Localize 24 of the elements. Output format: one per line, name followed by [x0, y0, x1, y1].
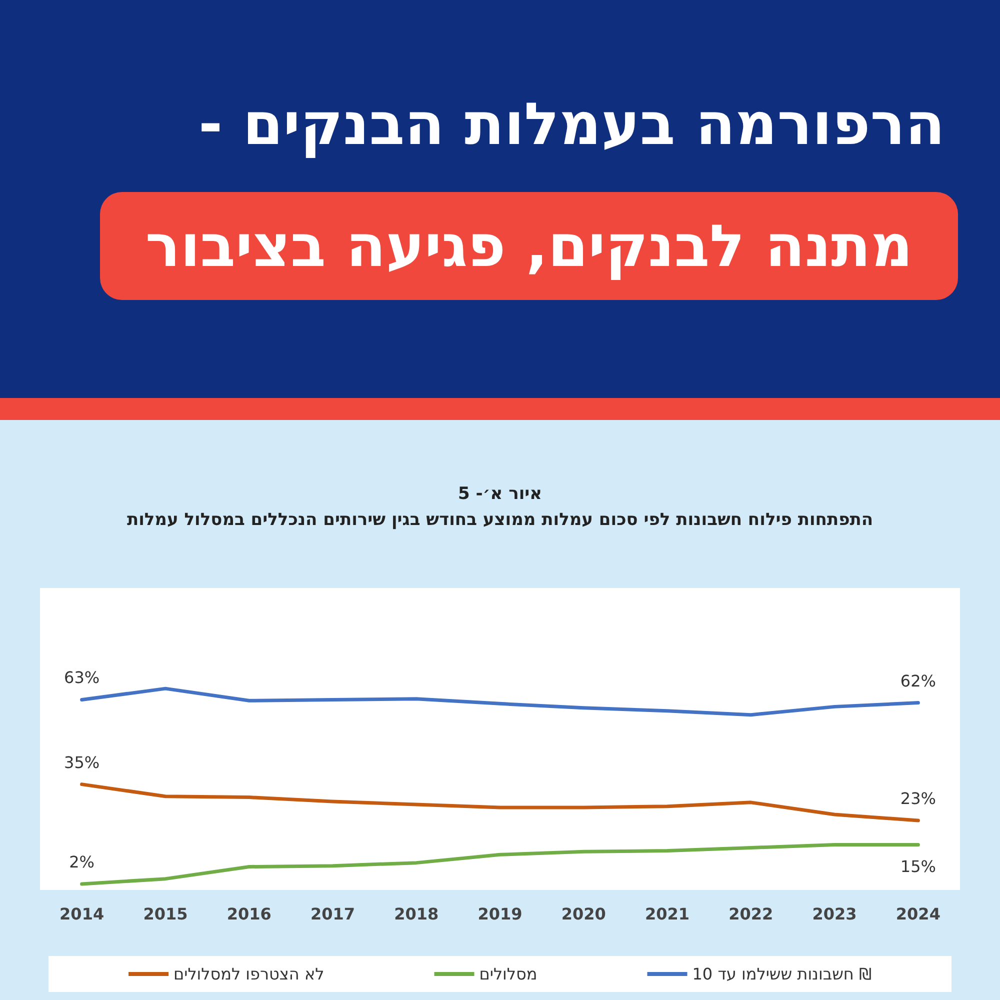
data-label: 35% — [64, 752, 100, 772]
text: התפתחות פילוח חשבונות לפי סכום עמלות ממוצע בחודש בגין שירותים הנכללים במסלול עמלות — [126, 509, 874, 532]
x-tick-label: 2023 — [812, 904, 857, 924]
x-tick-label: 2024 — [896, 904, 940, 924]
data-label: 23% — [900, 789, 936, 808]
x-tick-label: 2022 — [728, 904, 774, 924]
data-label: 63% — [64, 668, 100, 688]
text: איור א׳- 5 — [456, 484, 544, 504]
legend-label: מסלולים — [479, 964, 538, 984]
x-tick-label: 2014 — [60, 904, 104, 924]
legend-label: לא הצטרפו למסלולים — [174, 964, 324, 984]
chart-title: הרפורמה בעמלות הבנקים - — [198, 90, 945, 158]
x-tick-label: 2018 — [394, 904, 439, 924]
legend-label: חשבונות ששילמו עד 10 ₪ — [692, 964, 872, 984]
x-tick-label: 2019 — [478, 904, 522, 924]
x-tick-label: 2021 — [645, 904, 690, 924]
data-label: 15% — [900, 857, 936, 876]
data-label: 2% — [69, 852, 95, 872]
chart-subtitle: מתנה לבנקים, פגיעה בציבור — [100, 192, 958, 300]
data-label: 62% — [900, 671, 936, 690]
x-tick-label: 2017 — [310, 904, 355, 924]
x-tick-label: 2016 — [226, 904, 272, 924]
x-tick-label: 2015 — [143, 904, 188, 924]
x-tick-label: 2020 — [561, 904, 606, 924]
